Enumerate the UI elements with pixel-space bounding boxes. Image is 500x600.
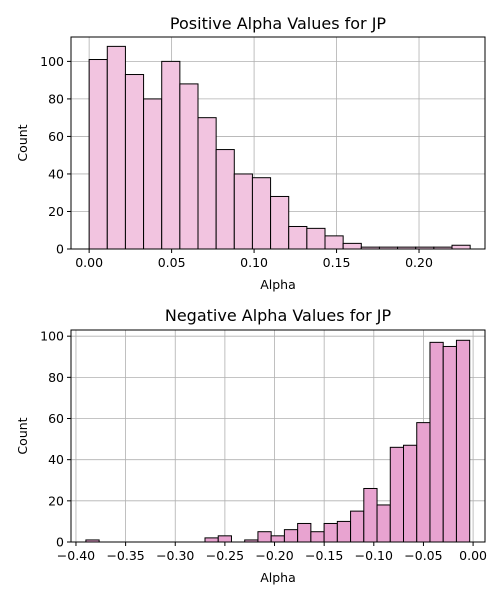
y-tick-label: 100 — [40, 329, 64, 344]
x-tick-label: −0.15 — [305, 548, 343, 563]
bars — [85, 339, 471, 543]
histogram-bar — [403, 444, 418, 543]
x-tick-label: 0.20 — [405, 255, 433, 270]
y-tick-label: 20 — [48, 204, 64, 219]
histogram-bar — [283, 529, 299, 543]
x-tick-label: −0.25 — [206, 548, 244, 563]
histogram-bar — [270, 195, 290, 250]
y-axis-label: Count — [15, 417, 30, 454]
histogram-bar — [288, 225, 308, 250]
x-axis-label: Alpha — [260, 277, 296, 292]
y-tick-label: 60 — [48, 129, 64, 144]
histogram-bar — [161, 60, 181, 250]
histogram-bar — [455, 339, 471, 543]
histogram-bar — [124, 74, 145, 250]
histogram-bar — [215, 149, 235, 250]
histogram-bar — [306, 227, 326, 250]
histogram-bar — [197, 117, 217, 250]
ticks: 0.00 0.05 0.10 0.15 0.20 0 20 40 60 80 100 — [40, 54, 433, 270]
histogram-bar — [257, 531, 272, 543]
histogram-bar — [233, 173, 253, 250]
histogram-bar — [204, 537, 219, 543]
histogram-bar — [179, 83, 199, 250]
chart-title: Negative Alpha Values for JP — [165, 306, 392, 325]
y-tick-label: 100 — [40, 54, 64, 69]
x-tick-label: −0.35 — [106, 548, 144, 563]
y-axis-label: Count — [15, 124, 30, 161]
histogram-bar — [429, 341, 444, 543]
histogram-bar — [217, 535, 232, 543]
negative-alpha-histogram: Negative Alpha Values for JP −0.40 −0.35−… — [15, 306, 487, 585]
histogram-bar — [143, 98, 163, 250]
histogram-bar — [297, 522, 312, 543]
y-tick-label: 0 — [56, 242, 64, 257]
histogram-bar — [451, 244, 471, 250]
ticks: −0.40 −0.35 −0.30 −0.25 −0.20 −0.15 −0.10 −0.05… — [40, 329, 487, 563]
histogram-bar — [363, 487, 378, 543]
positive-alpha-histogram: Positive Alpha Values for JP 0.00 0.05 0.1… — [15, 14, 486, 292]
histogram-bar — [106, 45, 126, 250]
y-tick-label: 40 — [48, 452, 64, 467]
x-tick-label: −0.40 — [57, 548, 95, 563]
x-tick-label: 0.10 — [240, 255, 268, 270]
x-tick-label: −0.10 — [355, 548, 393, 563]
histogram-bar — [389, 446, 405, 543]
histogram-bar — [336, 520, 352, 543]
x-tick-label: 0.05 — [158, 255, 186, 270]
plot-frame — [70, 36, 486, 250]
y-tick-label: 80 — [48, 370, 64, 385]
histogram-bar — [350, 510, 365, 543]
histogram-bar — [88, 59, 108, 250]
y-tick-label: 40 — [48, 166, 64, 181]
x-tick-label: 0.15 — [323, 255, 351, 270]
y-tick-label: 20 — [48, 493, 64, 508]
histogram-bar — [342, 242, 362, 250]
x-tick-label: 0.00 — [75, 255, 103, 270]
bars — [88, 45, 471, 250]
y-tick-label: 80 — [48, 91, 64, 106]
y-tick-label: 60 — [48, 411, 64, 426]
histogram-bar — [442, 345, 457, 543]
chart-title: Positive Alpha Values for JP — [170, 14, 387, 33]
y-tick-label: 0 — [56, 535, 64, 550]
x-tick-label: −0.05 — [404, 548, 442, 563]
x-tick-label: 0.00 — [459, 548, 487, 563]
x-tick-label: −0.30 — [156, 548, 194, 563]
plot-frame — [70, 329, 486, 543]
histogram-bar — [270, 535, 285, 543]
histogram-bar — [376, 504, 391, 543]
x-tick-label: −0.20 — [255, 548, 293, 563]
histogram-bar — [323, 522, 338, 543]
histogram-bar — [310, 531, 325, 543]
x-axis-label: Alpha — [260, 570, 296, 585]
histogram-bar — [324, 235, 344, 250]
histogram-bar — [251, 177, 272, 250]
histogram-bar — [416, 422, 431, 543]
